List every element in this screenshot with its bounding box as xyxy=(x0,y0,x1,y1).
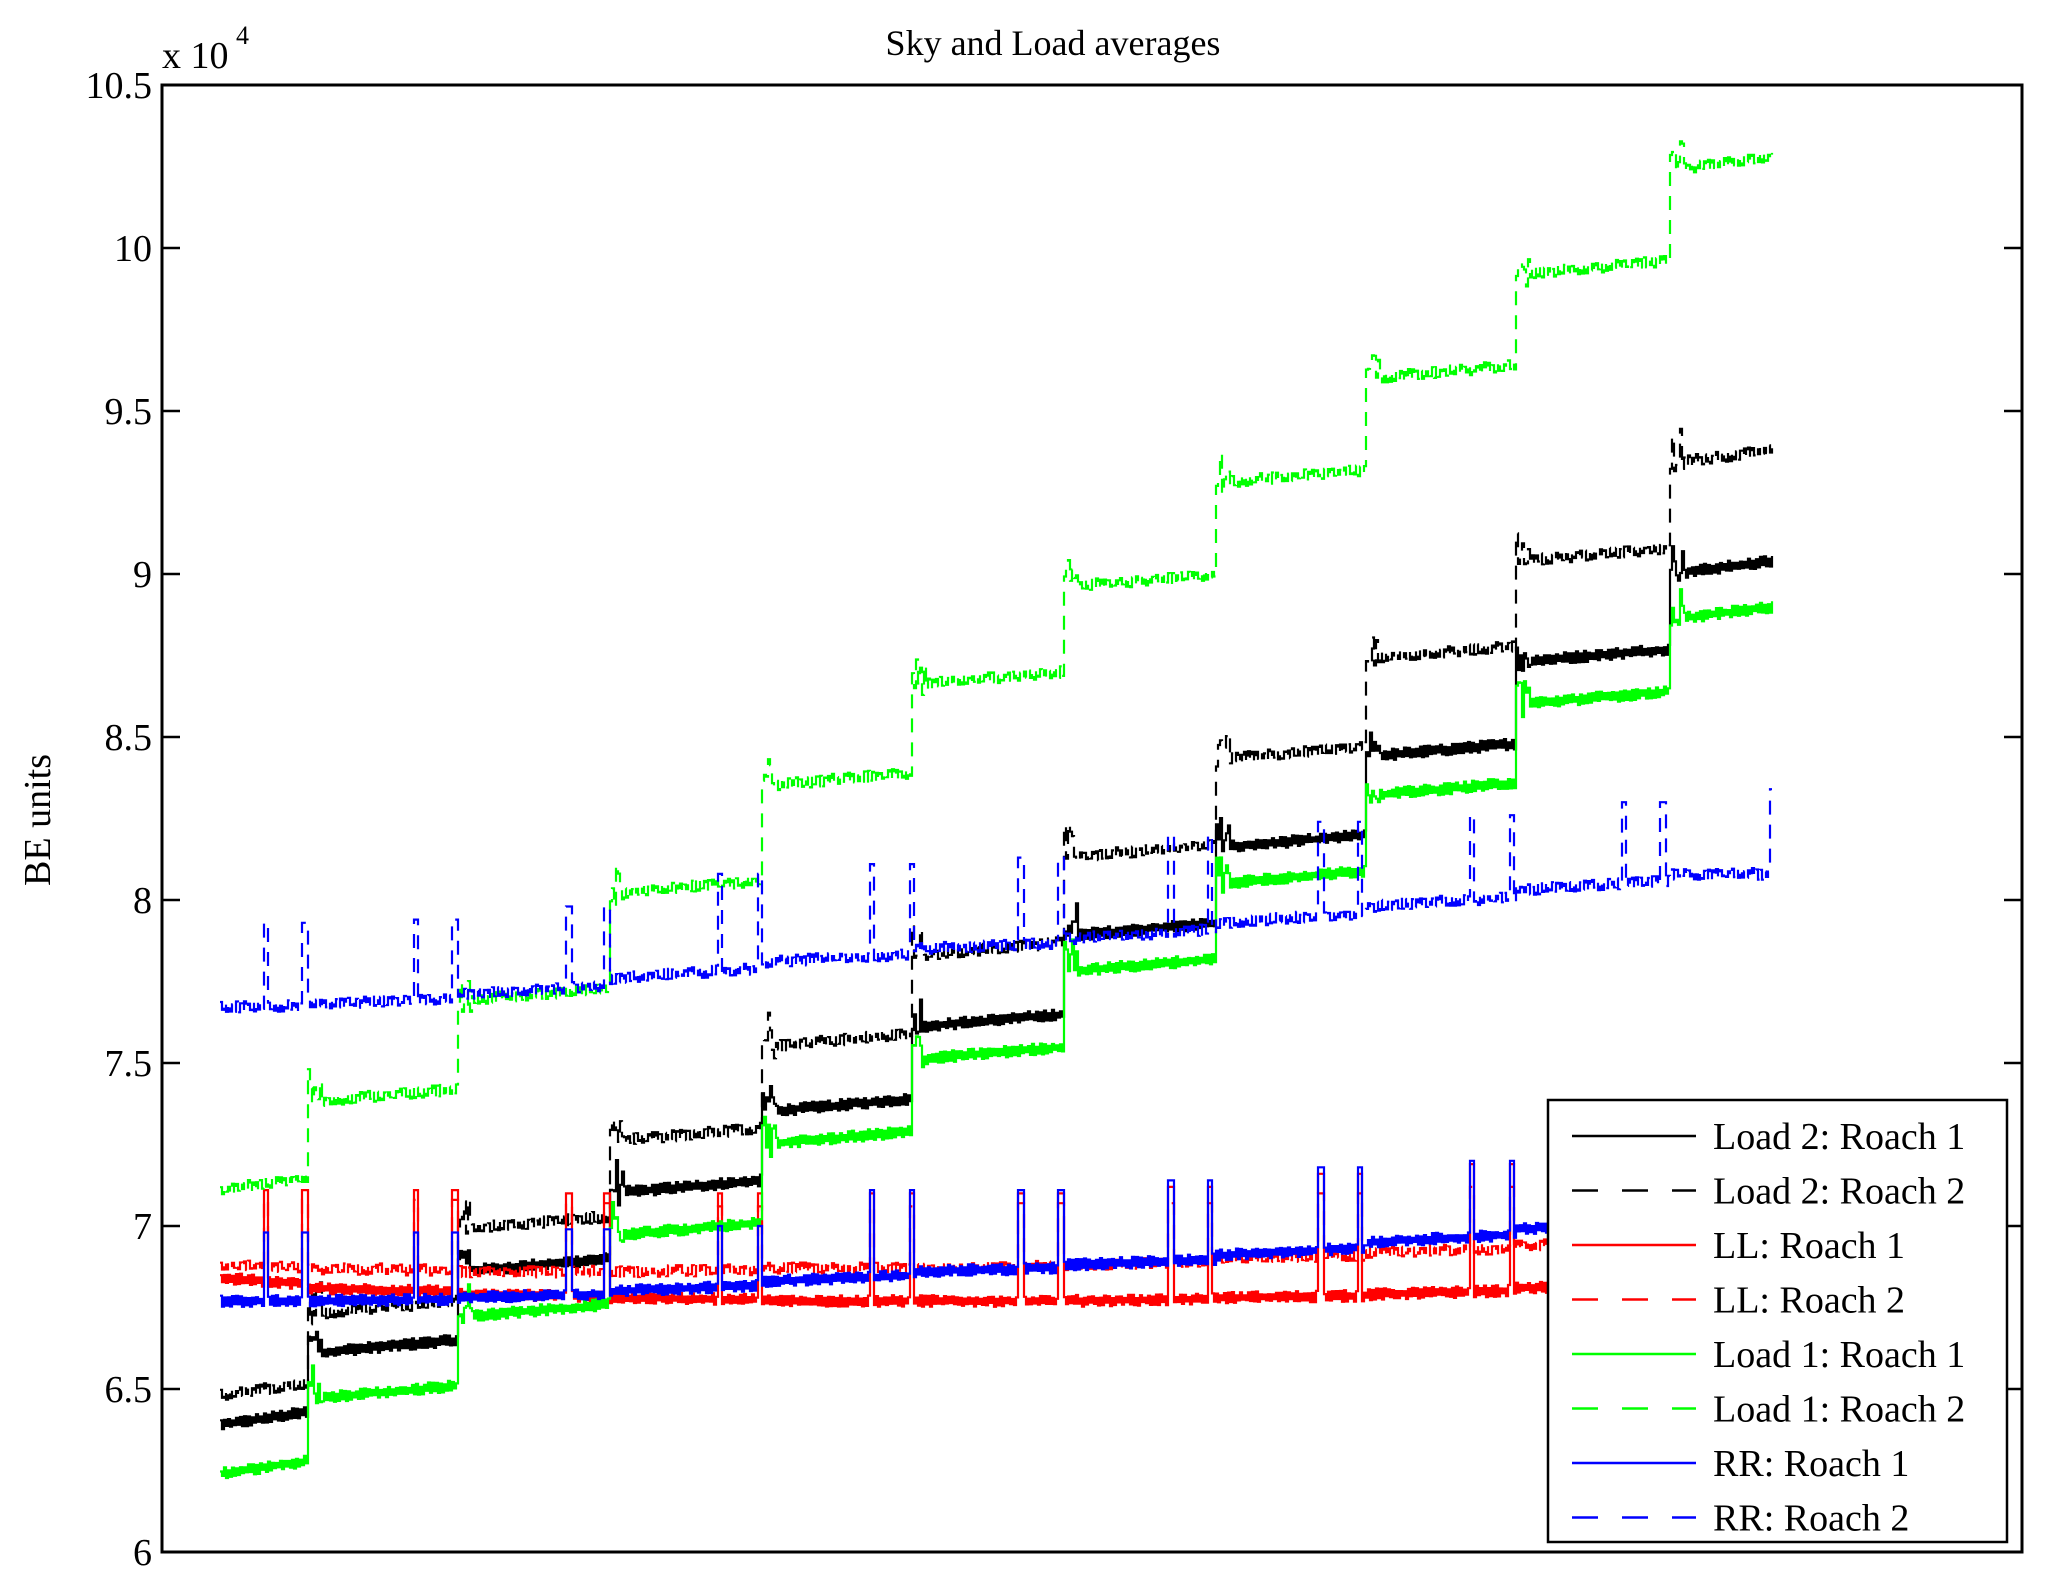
series-line-rr-roach-2 xyxy=(220,788,1772,1014)
legend-label: LL: Roach 2 xyxy=(1713,1280,1905,1322)
legend: Load 2: Roach 1 Load 2: Roach 2 LL: Roach … xyxy=(1546,1098,2009,1544)
y-multiplier-label: x 10 4 xyxy=(162,21,249,77)
legend-label: Load 2: Roach 2 xyxy=(1713,1171,1965,1213)
y-tick-label: 10.5 xyxy=(86,65,153,107)
legend-item: LL: Roach 2 xyxy=(1572,1280,1905,1322)
legend-label: Load 1: Roach 1 xyxy=(1713,1334,1965,1376)
legend-item: Load 1: Roach 2 xyxy=(1572,1389,1965,1431)
legend-label: LL: Roach 1 xyxy=(1713,1225,1905,1267)
y-tick-label: 7.5 xyxy=(105,1043,153,1085)
plot-area xyxy=(220,140,1774,1480)
y-multiplier-base: x 10 xyxy=(162,35,229,77)
legend-box xyxy=(1546,1098,2009,1544)
y-tick-label: 9.5 xyxy=(105,391,153,433)
series-line-load-1-roach-1 xyxy=(220,588,1774,1480)
chart-title: Sky and Load averages xyxy=(886,23,1221,63)
axes-box xyxy=(160,83,2024,1554)
legend-item: Load 2: Roach 2 xyxy=(1572,1171,1965,1213)
legend-label: RR: Roach 2 xyxy=(1713,1498,1909,1540)
legend-label: RR: Roach 1 xyxy=(1713,1443,1909,1485)
series-line-load-1-roach-2 xyxy=(220,140,1774,1196)
legend-item: LL: Roach 1 xyxy=(1572,1225,1905,1267)
legend-item: Load 2: Roach 1 xyxy=(1572,1116,1965,1158)
y-tick-label: 6.5 xyxy=(105,1369,153,1411)
legend-label: Load 1: Roach 2 xyxy=(1713,1389,1965,1431)
series-line-rr-roach-1 xyxy=(220,1146,1772,1308)
y-tick-label: 7 xyxy=(133,1206,152,1248)
legend-item: Load 1: Roach 1 xyxy=(1572,1334,1965,1376)
y-tick-label: 6 xyxy=(133,1532,152,1574)
y-axis: 6 6.5 7 7.5 8 8.5 9 9.5 10 10.5 xyxy=(86,65,2022,1574)
legend-item: RR: Roach 2 xyxy=(1572,1498,1909,1540)
y-tick-label: 10 xyxy=(114,228,152,270)
y-tick-label: 8.5 xyxy=(105,717,153,759)
y-tick-label: 9 xyxy=(133,554,152,596)
legend-label: Load 2: Roach 1 xyxy=(1713,1116,1965,1158)
legend-item: RR: Roach 1 xyxy=(1572,1443,1909,1485)
y-tick-label: 8 xyxy=(133,880,152,922)
y-multiplier-exponent: 4 xyxy=(236,21,249,50)
y-axis-label: BE units xyxy=(17,754,59,886)
